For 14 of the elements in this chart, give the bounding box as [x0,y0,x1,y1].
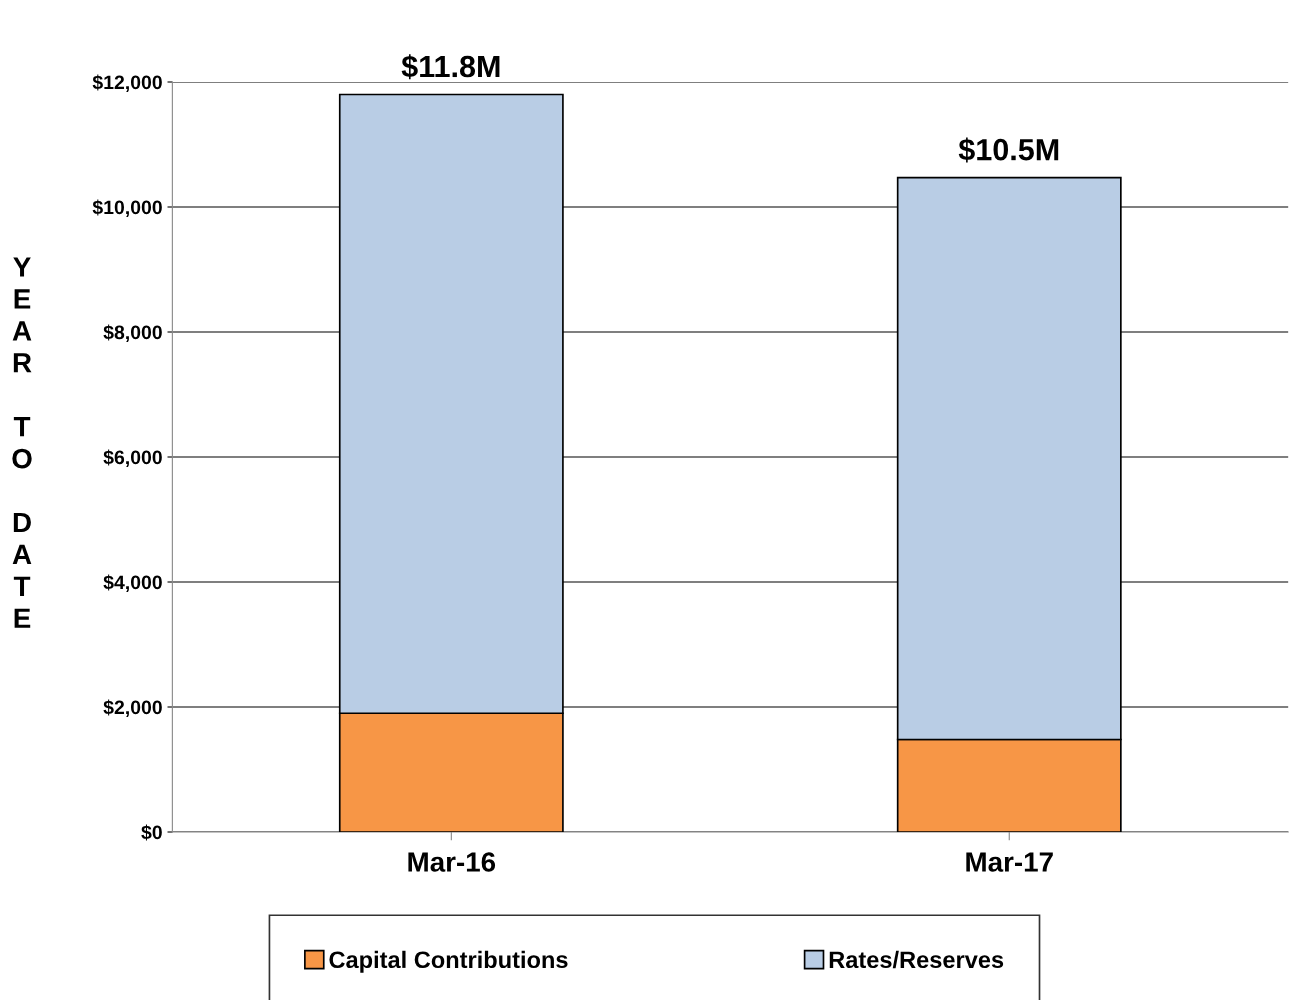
x-tick-label: Mar-16 [408,852,496,872]
text: YEAR TO DATE [12,257,32,628]
y-tick-label: $2,000 [103,699,162,718]
y-tick-label: $10,000 [92,199,162,218]
y-tick-label: $0 [141,824,162,841]
y-tick-label: $6,000 [103,449,162,468]
y-tick-label: $12,000 [92,74,162,93]
total-label: $11.8M [401,54,500,80]
y-tick-label: $4,000 [103,574,162,593]
legend-label: Rates/Reserves [829,950,1004,969]
x-tick-label: Mar-17 [966,852,1053,872]
total-label: $10.5M [958,137,1059,163]
legend-label: Capital Contributions [329,950,568,973]
y-tick-label: $8,000 [103,324,162,343]
